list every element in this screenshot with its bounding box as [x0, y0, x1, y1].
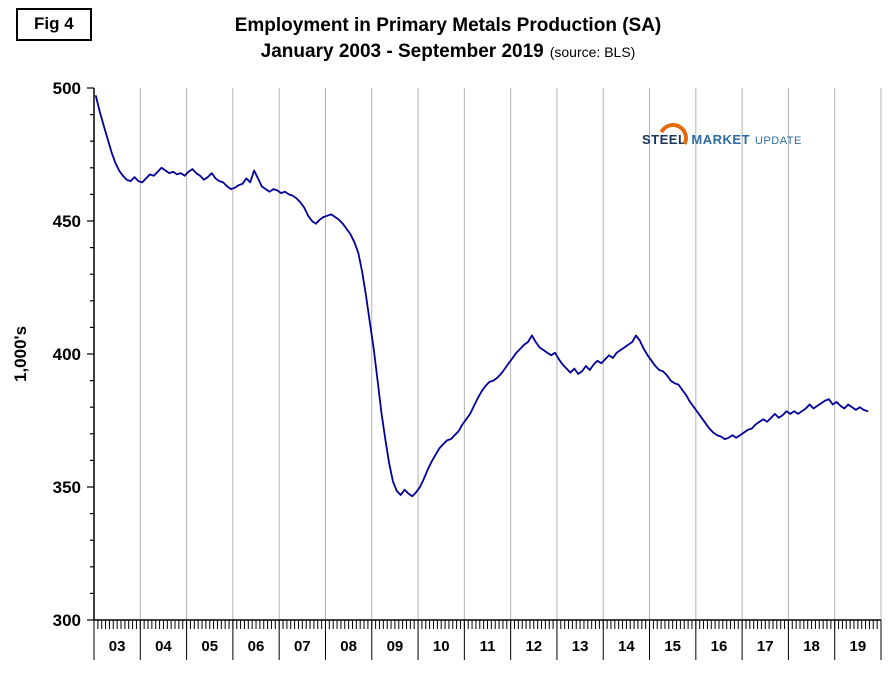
- x-year-label: 10: [433, 638, 450, 655]
- chart-subtitle-row: January 2003 - September 2019 (source: BL…: [0, 40, 896, 65]
- chart-title: Employment in Primary Metals Production …: [234, 15, 662, 36]
- y-tick-label: 300: [53, 611, 81, 630]
- x-year-label: 08: [340, 638, 357, 655]
- x-year-label: 06: [248, 638, 265, 655]
- x-year-label: 12: [525, 638, 542, 655]
- employment-series-line: [95, 95, 869, 498]
- logo-word-steel: STEEL: [642, 132, 687, 147]
- y-tick-label: 400: [53, 345, 81, 364]
- x-year-label: 14: [618, 638, 635, 655]
- x-year-label: 15: [664, 638, 681, 655]
- y-tick-label: 500: [53, 79, 81, 98]
- x-year-label: 19: [850, 638, 867, 655]
- x-year-label: 09: [387, 638, 404, 655]
- x-year-label: 17: [757, 638, 774, 655]
- x-year-label: 11: [480, 638, 496, 655]
- chart-title-block: Employment in Primary Metals Production …: [0, 12, 896, 64]
- y-axis-title: 1,000's: [11, 326, 30, 382]
- steel-market-update-logo: STEEL MARKET UPDATE: [642, 119, 802, 157]
- x-year-label: 07: [294, 638, 311, 655]
- x-year-label: 05: [201, 638, 218, 655]
- logo-word-market: MARKET: [691, 132, 751, 147]
- y-tick-label: 350: [53, 478, 81, 497]
- chart-subtitle: January 2003 - September 2019: [260, 40, 544, 62]
- x-year-label: 04: [155, 638, 172, 655]
- x-year-label: 18: [803, 638, 820, 655]
- chart-source-note: (source: BLS): [549, 43, 636, 60]
- logo-word-update: UPDATE: [755, 135, 802, 147]
- x-year-label: 03: [109, 638, 126, 655]
- figure-number-label: Fig 4: [16, 8, 92, 41]
- x-year-label: 16: [711, 638, 728, 655]
- x-year-label: 13: [572, 638, 589, 655]
- y-tick-label: 450: [53, 212, 81, 231]
